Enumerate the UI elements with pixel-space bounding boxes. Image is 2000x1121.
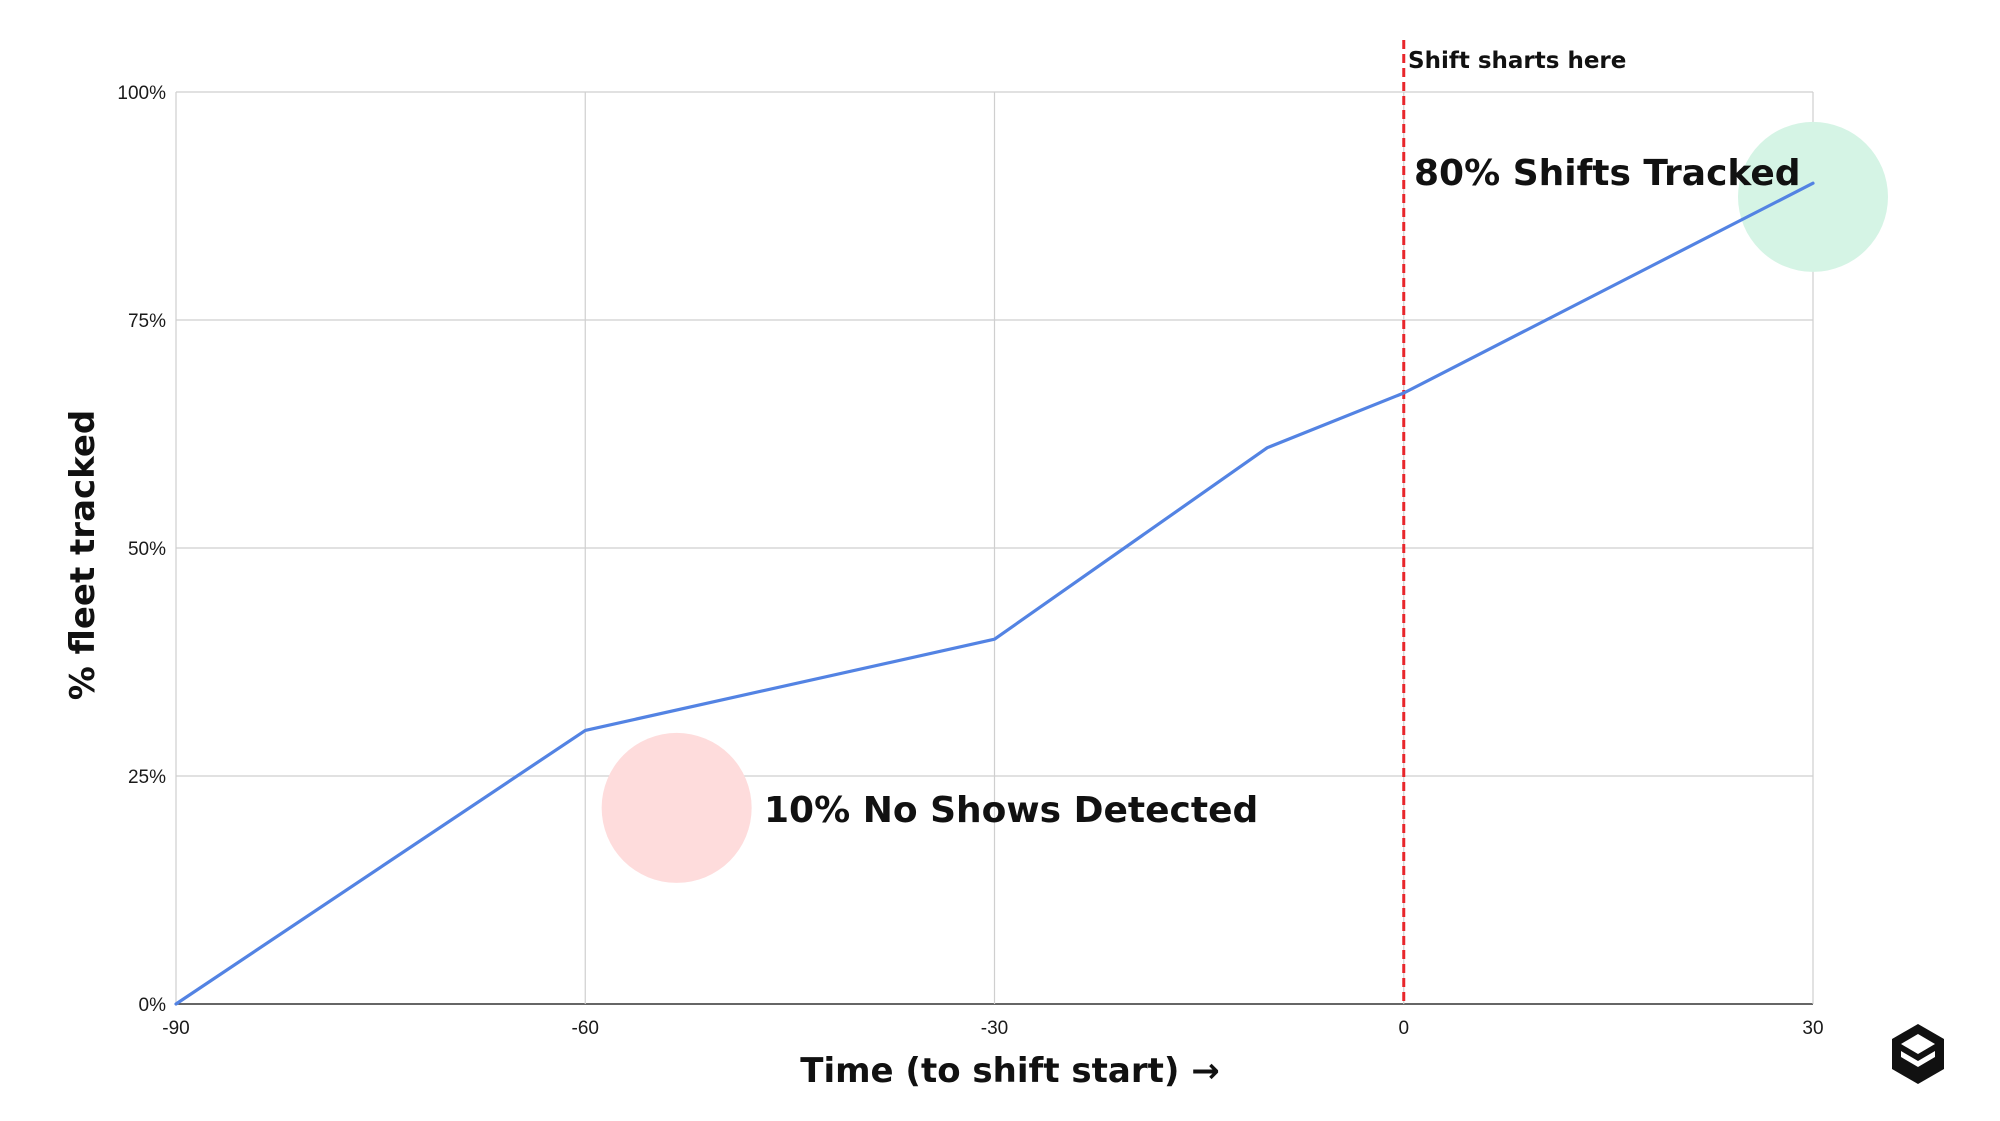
annotation-shifts-tracked: 80% Shifts Tracked — [1414, 153, 1801, 194]
cube-logo-icon — [1892, 1024, 1944, 1084]
x-axis-title: Time (to shift start) → — [800, 1051, 1219, 1091]
tick-labels: 0% 25% 50% 75% 100% -90 -60 -30 0 30 — [117, 83, 1823, 1039]
y-tick-label: 100% — [117, 83, 166, 104]
x-tick-label: 0 — [1398, 1018, 1409, 1039]
x-tick-label: -60 — [572, 1018, 599, 1039]
x-tick-label: -30 — [981, 1018, 1008, 1039]
grid — [175, 91, 1814, 1005]
y-tick-label: 75% — [128, 311, 166, 332]
y-tick-label: 25% — [128, 767, 166, 788]
annotation-no-shows: 10% No Shows Detected — [764, 790, 1258, 831]
highlight-circle-green — [1738, 121, 1888, 272]
marker-label: Shift sharts here — [1408, 48, 1626, 74]
highlight-circle-red — [601, 732, 752, 883]
y-tick-label: 0% — [139, 995, 167, 1016]
y-tick-label: 50% — [128, 539, 166, 560]
series-line-layer — [174, 181, 1815, 1006]
series-line — [174, 181, 1815, 1006]
y-axis-title: % fleet tracked — [63, 410, 103, 701]
highlight-circles — [601, 121, 1888, 883]
x-tick-label: -90 — [162, 1018, 189, 1039]
x-tick-label: 30 — [1802, 1018, 1823, 1039]
